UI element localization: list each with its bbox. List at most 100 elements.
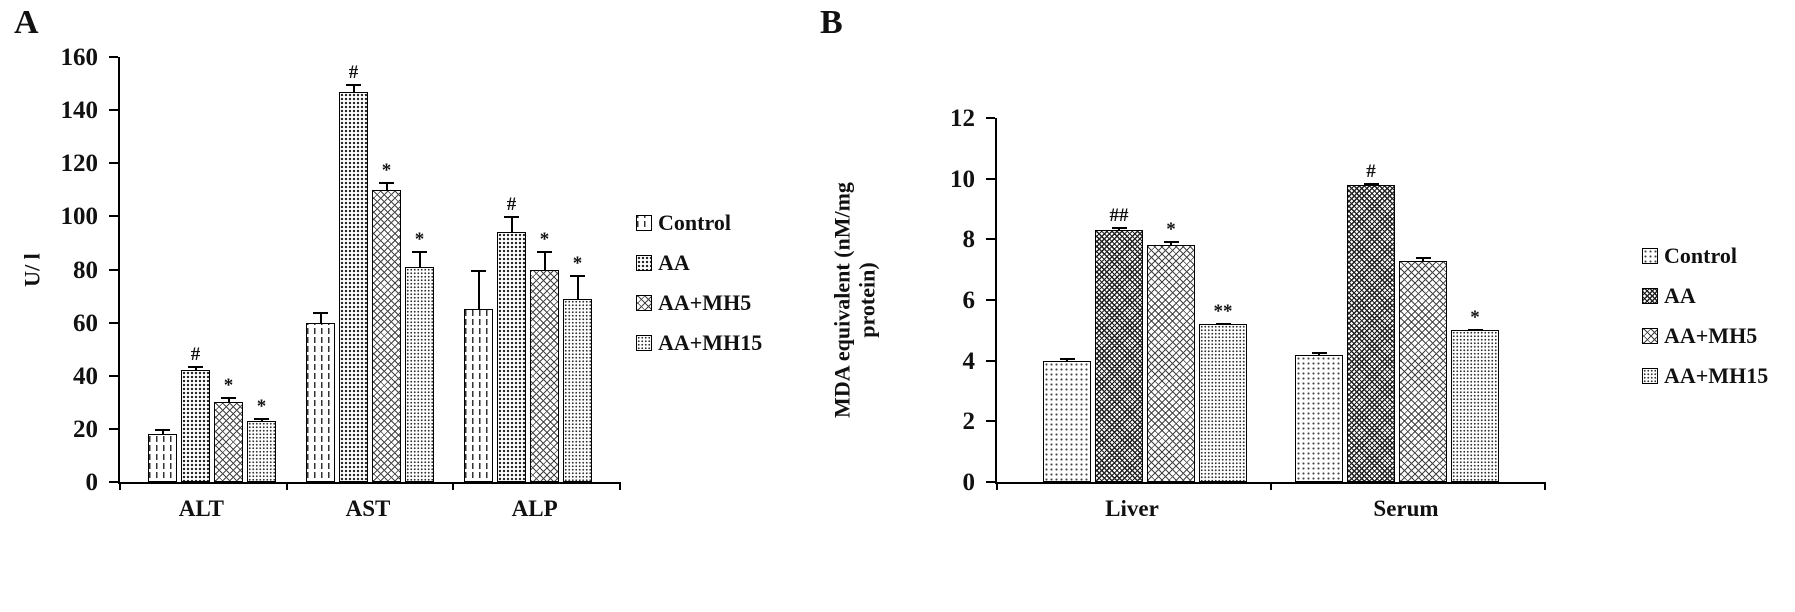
error-bar — [1415, 256, 1431, 261]
bar-column: * — [530, 57, 559, 482]
error-bar-stem — [1118, 227, 1120, 231]
panel-b-label: B — [820, 4, 843, 41]
y-tick-label: 0 — [962, 469, 976, 496]
significance-mark: # — [1366, 161, 1376, 183]
y-tick-mark — [109, 374, 118, 377]
x-tick-mark — [452, 482, 455, 490]
category-label: Liver — [1105, 496, 1159, 521]
y-tick-mark — [986, 481, 995, 483]
bar-column: ## — [1095, 118, 1143, 482]
panel-b: B MDA equivalent (nM/mg protein) 0 2 4 6 8 10 1… — [800, 0, 1795, 612]
significance-mark: ** — [1213, 300, 1233, 322]
legend-swatch — [636, 295, 652, 311]
error-bar-stem — [260, 418, 263, 421]
bar-column — [148, 57, 177, 482]
significance-mark: * — [1470, 306, 1480, 328]
bar-column: * — [1451, 118, 1499, 482]
legend-swatch — [636, 215, 652, 231]
bar-column — [1043, 118, 1091, 482]
legend-swatch — [636, 255, 652, 271]
error-bar — [221, 397, 236, 403]
y-tick-label: 100 — [60, 203, 99, 231]
error-bar — [1215, 322, 1231, 325]
bar — [1147, 245, 1195, 482]
significance-mark: * — [381, 159, 392, 181]
error-bar — [254, 418, 269, 421]
error-bar — [379, 181, 394, 190]
y-tick-label: 8 — [962, 226, 976, 254]
y-tick-mark — [986, 299, 995, 301]
bar-group: # * * — [304, 57, 436, 482]
error-bar-stem — [1066, 357, 1068, 361]
x-tick-mark — [119, 482, 121, 490]
significance-mark: # — [190, 344, 201, 366]
bar-column — [1295, 118, 1343, 482]
x-tick-mark — [619, 482, 621, 490]
bar-group: # * * — [146, 57, 278, 482]
significance-mark: * — [414, 228, 425, 250]
x-tick-mark — [1544, 482, 1546, 490]
bar — [497, 232, 526, 482]
y-tick-mark — [986, 177, 995, 180]
significance-mark: # — [348, 61, 359, 83]
bar-column: * — [214, 57, 243, 482]
error-bar — [346, 83, 361, 92]
bar — [464, 309, 493, 482]
legend-label: Control — [658, 210, 731, 235]
bar — [306, 322, 335, 482]
x-tick-mark — [285, 482, 288, 490]
legend-label: AA+MH15 — [658, 330, 763, 355]
error-bar — [155, 428, 170, 435]
y-tick-label: 4 — [962, 347, 976, 375]
legend: Control AA AA+MH5 AA+MH15 — [1642, 243, 1768, 389]
error-bar — [504, 216, 519, 233]
y-tick-label: 6 — [962, 287, 976, 314]
category-label: ALP — [511, 496, 558, 521]
error-bar-stem — [227, 397, 230, 403]
error-bar-stem — [543, 250, 546, 270]
bar-group: # * — [1293, 118, 1501, 482]
significance-mark: * — [539, 228, 550, 250]
category-label: Serum — [1373, 496, 1439, 521]
bar-column: # — [339, 57, 368, 482]
error-bar-stem — [1318, 352, 1320, 355]
bar-groups: ## * ** # * — [997, 118, 1545, 482]
significance-mark: * — [256, 396, 267, 418]
legend-label: AA+MH5 — [658, 290, 752, 315]
error-bar-stem — [1474, 328, 1476, 331]
legend-swatch — [1642, 248, 1658, 264]
error-bar — [471, 269, 486, 310]
category-label: AST — [345, 496, 391, 521]
bar — [148, 434, 177, 482]
category-label: ALT — [178, 496, 224, 521]
y-tick-mark — [109, 481, 118, 483]
error-bar — [1059, 357, 1075, 361]
bar-column — [306, 57, 335, 482]
error-bar — [1111, 227, 1127, 231]
bar-column: * — [372, 57, 401, 482]
y-tick-label: 10 — [950, 165, 975, 193]
bar — [1199, 324, 1247, 482]
panel-a-label: A — [14, 4, 39, 41]
error-bar — [570, 274, 585, 299]
y-tick-label: 0 — [85, 469, 99, 496]
legend-item: Control — [636, 210, 762, 236]
y-tick-mark — [109, 162, 118, 165]
bar-column: * — [247, 57, 276, 482]
y-axis-title-line: protein) — [855, 262, 880, 338]
legend-label: AA — [1664, 283, 1696, 308]
error-bar-stem — [319, 312, 322, 323]
bar-group: # * * — [462, 57, 594, 482]
bar — [405, 266, 434, 482]
y-tick-mark — [109, 427, 118, 430]
bar-column: * — [405, 57, 434, 482]
significance-mark: * — [1166, 218, 1176, 240]
bar — [530, 269, 559, 482]
bar — [181, 370, 210, 482]
bar — [1451, 330, 1499, 482]
error-bar — [1311, 352, 1327, 355]
bar — [1347, 184, 1395, 482]
bar — [1295, 354, 1343, 482]
y-tick-mark — [109, 215, 118, 218]
